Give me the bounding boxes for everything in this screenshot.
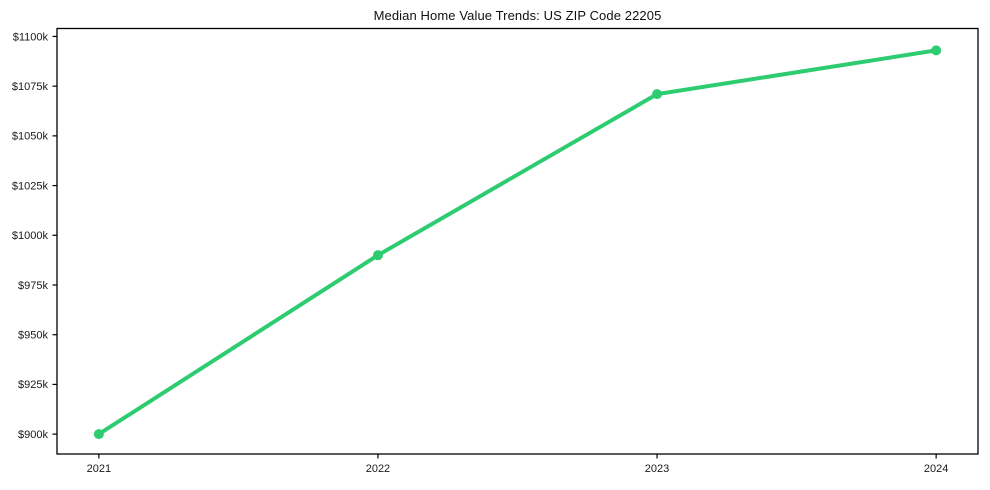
y-axis-tick-label: $1000k: [12, 230, 49, 242]
y-axis-tick-label: $950k: [18, 330, 48, 342]
data-point: [93, 429, 104, 440]
y-axis-tick-label: $975k: [18, 280, 48, 292]
y-axis-tick-label: $1050k: [12, 131, 49, 143]
x-axis-tick-label: 2021: [87, 463, 111, 475]
x-axis-tick-label: 2022: [366, 463, 390, 475]
data-point: [931, 45, 942, 56]
chart-title: Median Home Value Trends: US ZIP Code 22…: [373, 8, 662, 23]
y-axis-tick-label: $1025k: [12, 180, 49, 192]
data-line: [96, 48, 939, 437]
plot-border: [56, 27, 979, 455]
y-axis-tick-label: $925k: [18, 379, 48, 391]
y-axis-tick-label: $1075k: [12, 81, 49, 93]
y-axis-tick-label: $1100k: [13, 31, 49, 43]
x-axis-tick-label: 2024: [924, 463, 948, 475]
data-point: [372, 250, 383, 261]
x-axis-tick-label: 2023: [645, 463, 669, 475]
data-point: [652, 89, 663, 100]
y-axis-tick-label: $900k: [18, 429, 48, 441]
